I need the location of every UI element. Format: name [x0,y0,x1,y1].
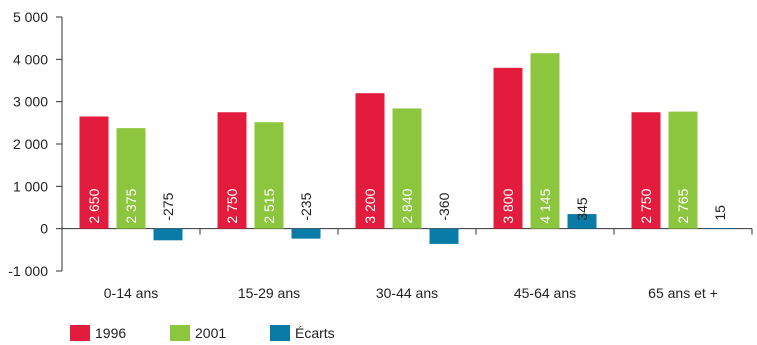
bar-2001 [668,111,698,229]
bar-value-label: 2 840 [399,188,415,223]
x-category-label: 45-64 ans [514,285,576,301]
bar-1996 [217,112,247,229]
legend-swatch-1996 [70,325,90,341]
bar-value-label: 2 515 [261,188,277,223]
x-category-label: 30-44 ans [376,285,438,301]
y-tick-label: -1 000 [8,263,48,279]
legend-swatch-2001 [170,325,190,341]
bar-value-label: 2 650 [86,188,102,223]
bar-1996 [631,112,661,229]
bar-écarts [153,228,183,241]
bar-value-label: 4 145 [537,188,553,223]
bar-value-label: 3 800 [500,188,516,223]
legend-item-ecarts: Écarts [270,325,370,341]
bar-value-label: 15 [712,205,728,221]
bar-écarts [567,214,597,229]
bar-value-label: -360 [436,192,452,220]
bar-2001 [530,53,560,229]
bar-1996 [79,116,109,229]
legend-label-2001: 2001 [195,325,227,341]
bar-value-label: 2 375 [123,188,139,223]
y-tick-label: 3 000 [13,94,48,110]
bar-value-label: 345 [574,197,590,221]
bar-2001 [392,108,422,229]
bar-1996 [355,93,385,229]
bar-value-label: 2 750 [224,188,240,223]
y-tick-label: 5 000 [13,9,48,25]
y-tick-label: 4 000 [13,51,48,67]
bar-écarts [291,228,321,239]
legend-item-1996: 1996 [70,325,170,341]
legend-label-ecarts: Écarts [295,325,335,341]
bar-2001 [116,128,146,229]
bar-value-label: 2 765 [675,188,691,223]
x-category-label: 65 ans et + [648,285,718,301]
bar-value-label: -235 [298,192,314,220]
legend-item-2001: 2001 [170,325,270,341]
bar-value-label: -275 [160,192,176,220]
bar-1996 [493,67,523,229]
y-tick-label: 2 000 [13,136,48,152]
bar-écarts [705,228,735,229]
x-category-label: 15-29 ans [238,285,300,301]
bar-value-label: 3 200 [362,188,378,223]
legend-label-1996: 1996 [95,325,127,341]
y-tick-label: 1 000 [13,178,48,194]
bar-2001 [254,122,284,229]
x-category-label: 0-14 ans [104,285,158,301]
bar-écarts [429,228,459,244]
y-tick-label: 0 [40,221,48,237]
legend: 1996 2001 Écarts [70,324,370,342]
bar-value-label: 2 750 [638,188,654,223]
legend-swatch-ecarts [270,325,290,341]
